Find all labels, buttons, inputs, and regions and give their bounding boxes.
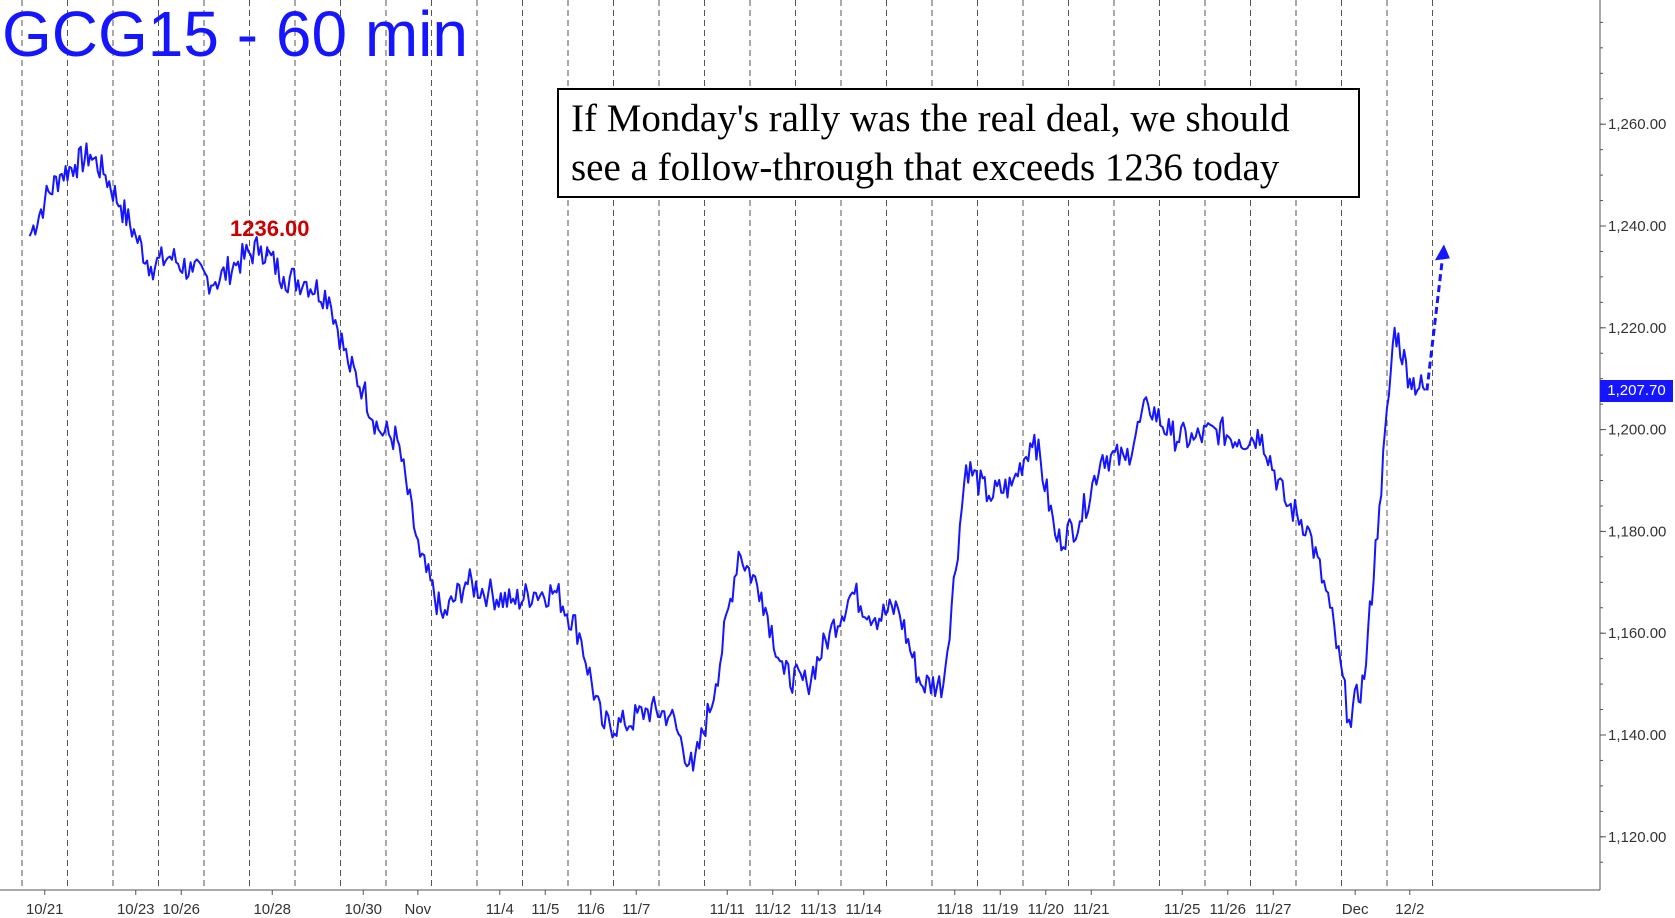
y-tick-label: 1,160.00 [1608, 625, 1666, 642]
x-axis: 10/21 10/23 10/26 10/28 10/30 Nov 11/4 11/5 11/6… [26, 890, 1424, 918]
x-tick-label: 10/30 [344, 901, 382, 918]
x-tick-label: Nov [405, 901, 432, 918]
x-tick-label: 11/27 [1255, 901, 1291, 918]
x-tick-label: 11/6 [577, 901, 605, 918]
annotation-line-1: If Monday's rally was the real deal, we … [571, 97, 1290, 140]
x-tick-label: 12/2 [1395, 901, 1424, 918]
price-series [28, 142, 1426, 772]
y-tick-label: 1,240.00 [1608, 218, 1666, 235]
x-tick-label: 11/14 [846, 901, 882, 918]
x-tick-label: 11/4 [486, 901, 514, 918]
x-tick-label: 11/11 [710, 901, 745, 918]
y-tick-label: 1,120.00 [1608, 829, 1666, 846]
y-tick-label: 1,200.00 [1608, 422, 1666, 439]
x-tick-label: 11/20 [1028, 901, 1064, 918]
x-tick-label: Dec [1342, 901, 1369, 918]
x-tick-label: 11/25 [1164, 901, 1200, 918]
x-tick-label: 10/23 [117, 901, 155, 918]
x-tick-label: 11/7 [622, 901, 650, 918]
vertical-grid [21, 0, 1433, 890]
y-tick-label: 1,260.00 [1608, 116, 1666, 133]
y-tick-label: 1,180.00 [1608, 523, 1666, 540]
x-tick-label: 11/21 [1073, 901, 1109, 918]
x-tick-label: 10/21 [26, 901, 64, 918]
price-line [28, 142, 1426, 772]
x-tick-label: 11/18 [937, 901, 973, 918]
x-tick-label: 11/12 [755, 901, 791, 918]
projection-line [1425, 254, 1445, 391]
x-tick-label: 11/13 [800, 901, 836, 918]
y-axis: 1,120.00 1,140.00 1,160.00 1,180.00 1,200.00… [0, 0, 1666, 891]
projection-arrowhead [1434, 244, 1450, 261]
y-tick-label: 1,140.00 [1608, 727, 1666, 744]
y-tick-label: 1,220.00 [1608, 320, 1666, 337]
x-tick-label: 10/26 [162, 901, 200, 918]
x-tick-label: 11/5 [531, 901, 559, 918]
chart-title: GCG15 - 60 min [2, 0, 468, 70]
price-marker-label: 1236.00 [230, 216, 310, 241]
x-tick-label: 11/26 [1210, 901, 1246, 918]
annotation-line-2: see a follow-through that exceeds 1236 t… [571, 146, 1280, 189]
last-price-badge: 1,207.70 [1600, 380, 1673, 402]
x-tick-label: 11/19 [982, 901, 1018, 918]
projection-arrow [1425, 244, 1450, 391]
annotation-box: If Monday's rally was the real deal, we … [557, 88, 1360, 198]
x-tick-label: 10/28 [253, 901, 291, 918]
